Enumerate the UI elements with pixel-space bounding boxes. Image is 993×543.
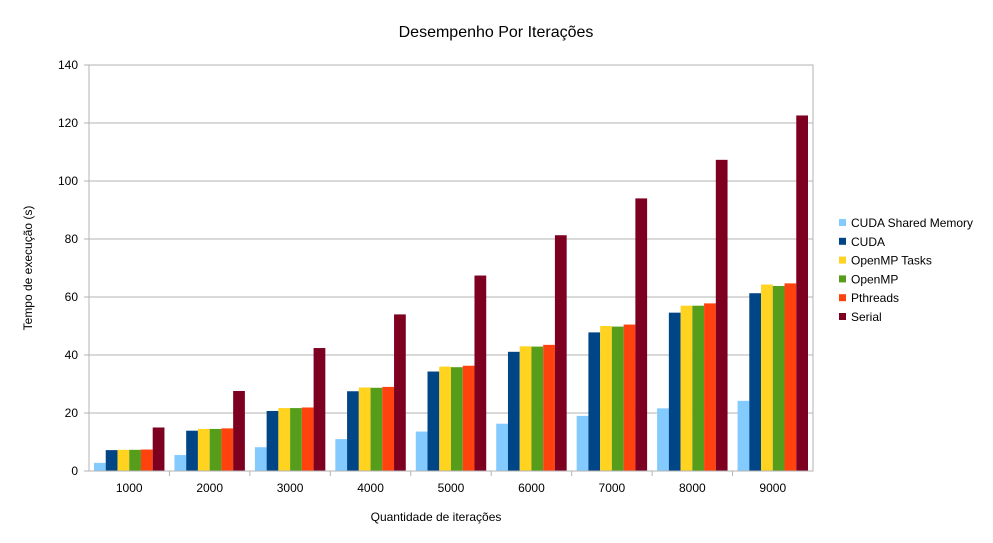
bar [335, 439, 348, 471]
bar [451, 367, 463, 471]
bar [174, 455, 187, 471]
x-tick-label: 6000 [518, 481, 545, 495]
x-tick-label: 5000 [438, 481, 465, 495]
bar [221, 428, 234, 471]
legend-swatch [839, 275, 846, 283]
bar [657, 408, 669, 471]
legend-label: OpenMP Tasks [851, 254, 932, 268]
bar [266, 410, 279, 471]
bar [737, 400, 750, 471]
y-tick-label: 140 [58, 58, 78, 72]
bar [611, 326, 624, 471]
legend-label: Pthreads [851, 291, 899, 305]
bar [600, 326, 612, 471]
bar [209, 428, 222, 471]
bar [94, 462, 106, 471]
y-tick-label: 100 [58, 174, 78, 188]
bar [531, 346, 544, 471]
bar [635, 198, 648, 471]
bar [715, 159, 728, 471]
bar [462, 365, 475, 471]
bar [749, 293, 762, 471]
bar [554, 235, 567, 471]
chart-title: Desempenho Por Iterações [399, 24, 594, 41]
bar [278, 408, 291, 471]
bar [415, 431, 428, 471]
bar [117, 449, 130, 471]
bar [105, 450, 118, 471]
legend-swatch [839, 294, 846, 302]
bar [290, 408, 302, 471]
x-tick-label: 2000 [196, 481, 223, 495]
bar [623, 324, 636, 471]
bar [254, 447, 267, 471]
y-tick-label: 20 [65, 406, 79, 420]
legend-swatch [839, 256, 846, 264]
bar [233, 390, 245, 471]
legend-label: CUDA [851, 235, 885, 249]
bars [94, 115, 808, 472]
bar [519, 346, 532, 471]
legend-label: Serial [851, 310, 882, 324]
x-tick-label: 9000 [759, 481, 786, 495]
legend-label: OpenMP [851, 272, 898, 286]
bar [761, 284, 773, 471]
y-tick-label: 120 [58, 116, 78, 130]
bar [394, 314, 406, 471]
x-axis-label: Quantidade de iterações [371, 510, 502, 524]
bar [197, 428, 210, 471]
bar [543, 344, 555, 471]
bar [382, 386, 395, 471]
x-tick-label: 7000 [599, 481, 626, 495]
x-tick-label: 1000 [116, 481, 143, 495]
bar [784, 283, 797, 471]
bar [313, 348, 326, 471]
bar [576, 415, 589, 471]
bar [358, 387, 371, 471]
bar [301, 407, 314, 471]
bar [692, 305, 705, 471]
x-tick-label: 3000 [277, 481, 304, 495]
x-tick-label: 8000 [679, 481, 706, 495]
bar [370, 387, 383, 471]
legend-swatch [839, 313, 846, 320]
y-tick-label: 0 [71, 464, 78, 478]
legend: CUDA Shared Memory CUDA OpenMP Tasks OpenMP… [839, 216, 973, 324]
bar [439, 366, 451, 471]
bar [507, 351, 520, 471]
y-axis-label: Tempo de execução (s) [21, 206, 35, 331]
bar [588, 332, 601, 471]
y-tick-labels: 0 20 40 60 80 100 120 140 [58, 58, 78, 478]
bar [140, 449, 153, 471]
bar [704, 303, 716, 471]
bar [152, 427, 165, 471]
plot-frame [88, 64, 814, 472]
y-tick-label: 60 [65, 290, 79, 304]
legend-swatch [839, 219, 846, 226]
y-tick-label: 80 [65, 232, 79, 246]
x-tick-labels: 1000 2000 3000 4000 5000 6000 7000 8000 9000 [116, 481, 787, 495]
bar [427, 371, 440, 471]
bar [496, 423, 508, 471]
bar [186, 430, 198, 471]
x-tick-label: 4000 [357, 481, 384, 495]
bar [129, 449, 141, 471]
legend-label: CUDA Shared Memory [851, 216, 973, 230]
bar [668, 312, 681, 471]
bar [347, 391, 359, 471]
axes [88, 64, 814, 476]
legend-swatch [839, 237, 846, 245]
bar [680, 305, 693, 471]
bar [772, 285, 785, 471]
bar [474, 275, 487, 471]
bar [796, 115, 808, 472]
y-tick-label: 40 [65, 348, 79, 362]
